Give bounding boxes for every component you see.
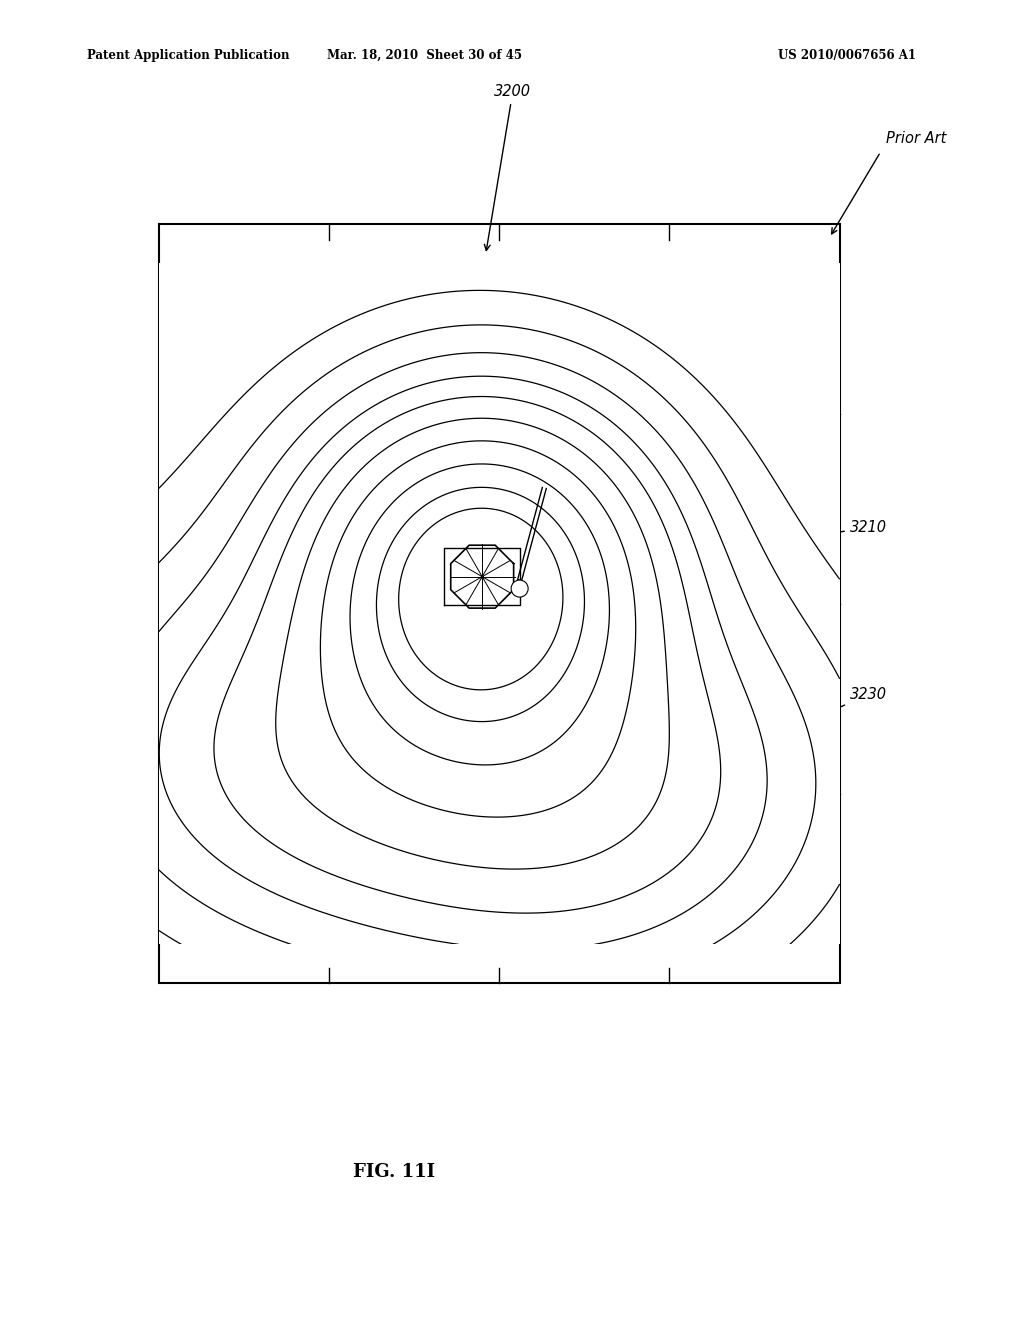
Text: Patent Application Publication: Patent Application Publication	[87, 49, 290, 62]
Text: 3200: 3200	[484, 84, 531, 251]
Text: FIG. 11I: FIG. 11I	[353, 1163, 435, 1181]
Text: US 2010/0067656 A1: US 2010/0067656 A1	[778, 49, 916, 62]
Text: 3230: 3230	[694, 688, 887, 770]
Text: Mar. 18, 2010  Sheet 30 of 45: Mar. 18, 2010 Sheet 30 of 45	[328, 49, 522, 62]
Text: Prior Art: Prior Art	[886, 131, 946, 147]
Bar	[159, 224, 840, 983]
Text: 3210: 3210	[525, 520, 887, 577]
